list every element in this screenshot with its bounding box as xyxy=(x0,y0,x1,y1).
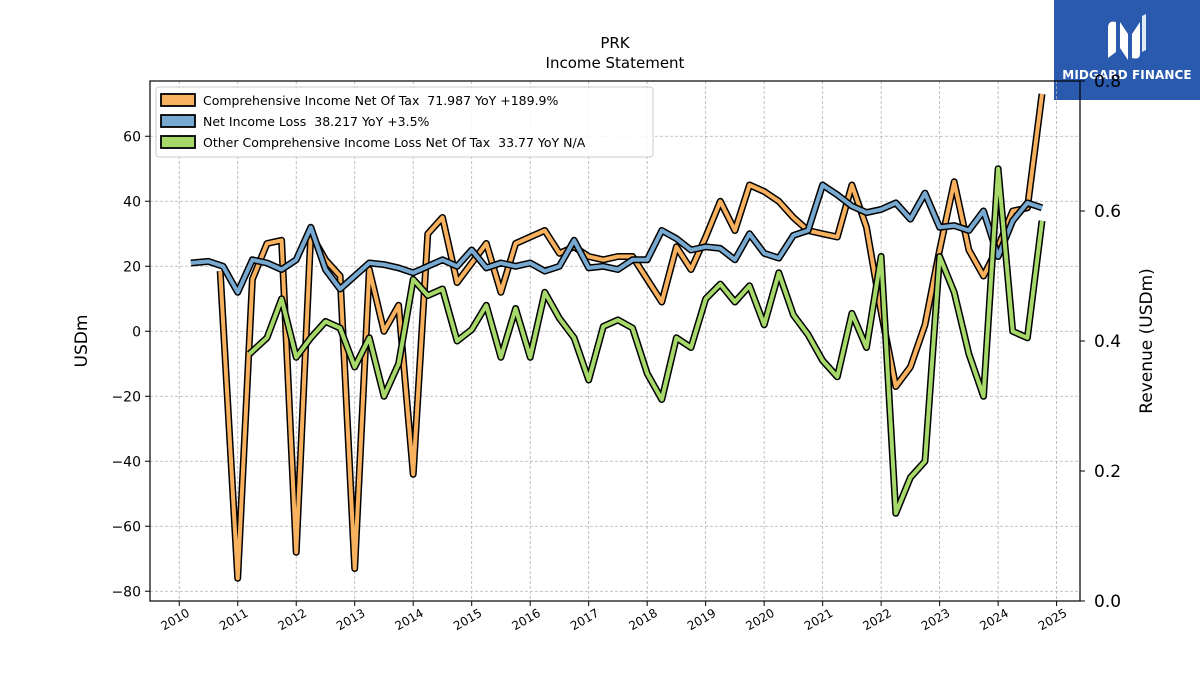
y-tick-label-left: −60 xyxy=(111,519,141,535)
midgard-logo-icon xyxy=(1108,14,1146,60)
x-tick-label: 2012 xyxy=(275,606,308,633)
logo-text: MIDGARD FINANCE xyxy=(1062,68,1192,82)
legend-label: Comprehensive Income Net Of Tax 71.987 Y… xyxy=(203,93,558,108)
y-tick-label-left: 60 xyxy=(123,129,141,145)
legend-entry: Other Comprehensive Income Loss Net Of T… xyxy=(160,135,586,150)
x-tick-label: 2011 xyxy=(217,606,250,633)
other-comprehensive-income-line xyxy=(248,166,1044,516)
y-tick-label-right: 0.2 xyxy=(1094,462,1121,482)
legend: Comprehensive Income Net Of Tax 71.987 Y… xyxy=(155,86,654,158)
legend-entry: Net Income Loss 38.217 YoY +3.5% xyxy=(160,114,430,129)
y-tick-label-right: 0.4 xyxy=(1094,332,1121,352)
legend-label: Net Income Loss 38.217 YoY +3.5% xyxy=(203,114,430,129)
series-lines xyxy=(190,93,1046,582)
y-tick-label-right: 0.0 xyxy=(1094,592,1121,612)
net-income-loss-line xyxy=(190,183,1043,295)
legend-swatch xyxy=(160,114,196,128)
y-tick-label-right: 0.6 xyxy=(1094,202,1121,222)
chart-title: PRK xyxy=(600,34,630,52)
legend-swatch xyxy=(160,93,196,107)
legend-frame xyxy=(155,86,654,158)
x-tick-label: 2021 xyxy=(802,606,835,633)
y-tick-label-left: −20 xyxy=(111,389,141,405)
x-tick-label: 2023 xyxy=(919,606,952,633)
legend-entry: Comprehensive Income Net Of Tax 71.987 Y… xyxy=(160,93,558,108)
chart-subtitle: Income Statement xyxy=(546,54,685,72)
y-axis-label-left: USDm xyxy=(72,315,92,368)
y-tick-label-left: 0 xyxy=(132,324,141,340)
y-tick-label-left: 20 xyxy=(123,259,141,275)
x-tick-label: 2015 xyxy=(451,606,484,633)
y-tick-label-left: 40 xyxy=(123,194,141,210)
x-tick-label: 2020 xyxy=(743,606,776,633)
x-tick-label: 2016 xyxy=(509,606,542,633)
x-tick-label: 2024 xyxy=(977,606,1010,633)
y-tick-label-left: −80 xyxy=(111,584,141,600)
legend-swatch xyxy=(160,135,196,149)
y-tick-label-left: −40 xyxy=(111,454,141,470)
x-tick-label: 2013 xyxy=(334,606,367,633)
series-other-comprehensive-income-line xyxy=(247,165,1046,517)
y-axis-label-right: Revenue (USDm) xyxy=(1137,268,1157,414)
legend-label: Other Comprehensive Income Loss Net Of T… xyxy=(203,135,586,150)
series-net-income-loss-line xyxy=(190,181,1044,296)
brand-logo: MIDGARD FINANCE xyxy=(1054,0,1200,100)
x-tick-label: 2017 xyxy=(568,606,601,633)
x-tick-label: 2019 xyxy=(685,606,718,633)
x-tick-label: 2014 xyxy=(392,606,425,633)
x-tick-label: 2025 xyxy=(1036,606,1069,633)
y-tick-label-right: 0.8 xyxy=(1094,72,1121,92)
x-tick-label: 2010 xyxy=(159,606,192,633)
x-tick-label: 2022 xyxy=(860,606,893,633)
x-tick-label: 2018 xyxy=(626,606,659,633)
